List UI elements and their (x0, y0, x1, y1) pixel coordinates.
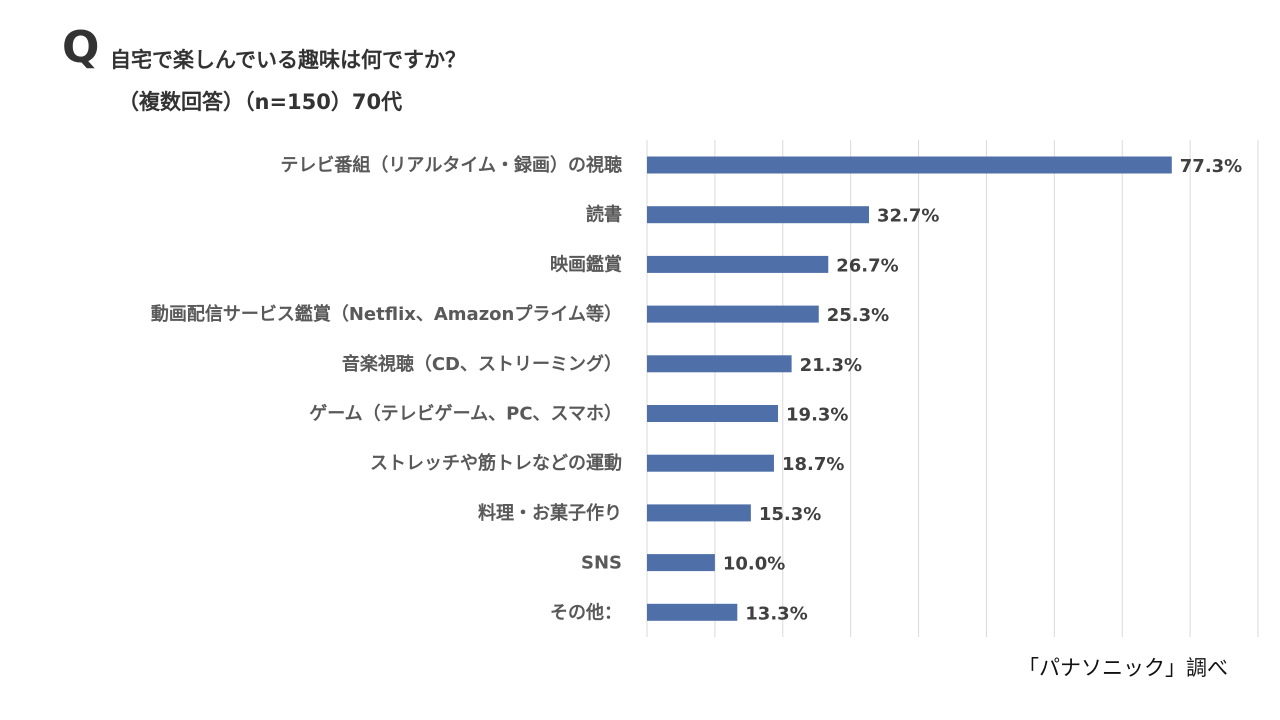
value-labels: 77.3% 32.7% 26.7% 25.3% 21.3% 19.3% 18.7% 15.3%… (723, 156, 1242, 624)
bar (647, 255, 829, 273)
value-label: 19.3% (786, 405, 848, 426)
value-label: 18.7% (782, 454, 844, 475)
bar (647, 405, 779, 422)
category-label: 映画鑑賞 (550, 253, 622, 275)
question-mark: Q (62, 22, 100, 73)
category-label: 音楽視聴（CD、ストリーミング） (342, 353, 622, 375)
value-label: 15.3% (759, 504, 821, 525)
category-label: ゲーム（テレビゲーム、PC、スマホ） (309, 403, 622, 425)
category-label: SNS (581, 553, 622, 574)
bar (647, 454, 774, 472)
question-text: 自宅で楽しんでいる趣味は何ですか？ (110, 48, 466, 72)
value-label: 32.7% (877, 206, 939, 227)
bar (647, 554, 715, 572)
category-label: 動画配信サービス鑑賞（Netflix、Amazonプライム等） (151, 303, 622, 325)
bar (647, 355, 792, 373)
value-label: 13.3% (745, 603, 807, 624)
category-labels: テレビ番組（リアルタイム・録画）の視聴読書映画鑑賞動画配信サービス鑑賞（Netf… (151, 154, 622, 623)
bar (647, 156, 1172, 174)
category-label: 料理・お菓子作り (478, 502, 622, 524)
bar (647, 305, 819, 323)
value-label: 26.7% (836, 255, 898, 276)
bar (647, 504, 751, 522)
category-label: テレビ番組（リアルタイム・録画）の視聴 (280, 154, 622, 176)
question-subtext: （複数回答）（n=150）70代 (118, 90, 403, 114)
value-label: 10.0% (723, 554, 785, 575)
value-label: 21.3% (800, 355, 862, 376)
value-label: 77.3% (1180, 156, 1242, 177)
category-label: その他： (550, 601, 622, 623)
source-note: 「パナソニック」調べ (1018, 656, 1228, 680)
bar (647, 206, 869, 224)
value-label: 25.3% (827, 305, 889, 326)
bars (647, 156, 1172, 621)
bar (647, 603, 738, 621)
category-label: ストレッチや筋トレなどの運動 (370, 452, 622, 474)
category-label: 読書 (586, 204, 622, 226)
